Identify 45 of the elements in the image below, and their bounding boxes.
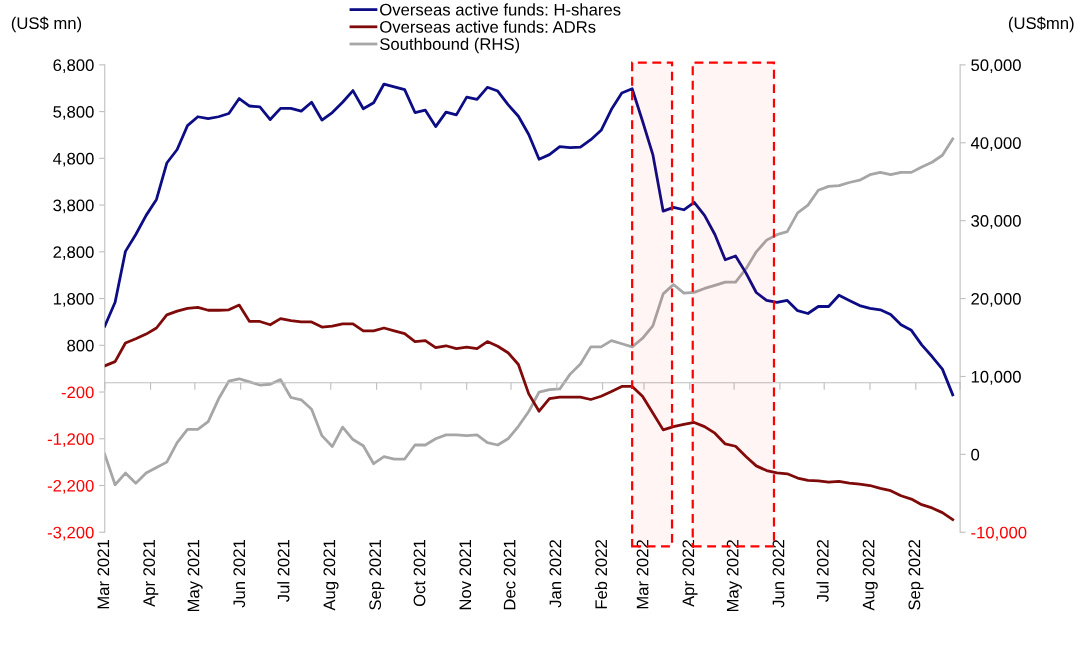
x-tick-label: Mar 2022 — [636, 540, 649, 609]
y2-tick-label: 50,000 — [971, 59, 1021, 74]
y-tick-label: -200 — [61, 386, 94, 399]
y2-tick-label: 40,000 — [970, 137, 1021, 151]
y-tick-label: -2,200 — [47, 479, 94, 494]
y-axis-title: (US$ mn) — [11, 16, 82, 33]
y2-tick-label: 30,000 — [971, 215, 1021, 229]
y-tick-label: 4,800 — [53, 152, 94, 167]
y2-tick-label: 10,000 — [971, 370, 1021, 385]
line-series — [104, 137, 955, 487]
x-tick-label: Mar 2021 — [97, 540, 110, 609]
y-tick-label: 2,800 — [53, 246, 94, 260]
x-tick-label: Jan 2022 — [549, 540, 562, 608]
y-tick-label: 800 — [67, 339, 94, 352]
x-tick-label: Sep 2021 — [369, 540, 385, 610]
y2-tick-label: -10,000 — [971, 526, 1027, 541]
line-series — [104, 82, 955, 397]
y-tick-label: 5,800 — [53, 106, 94, 120]
y-tick-label: -3,200 — [47, 526, 94, 541]
legend-label: Overseas active funds: ADRs — [380, 20, 596, 33]
y2-tick-label: 20,000 — [971, 292, 1021, 307]
x-tick-label: Jul 2022 — [816, 540, 829, 603]
x-tick-label: Aug 2022 — [862, 540, 878, 611]
y-tick-label: -1,200 — [47, 433, 94, 447]
x-tick-label: Aug 2021 — [323, 540, 339, 611]
y-tick-label: 3,800 — [53, 199, 94, 214]
x-tick-label: Apr 2021 — [143, 540, 159, 607]
x-tick-label: Dec 2021 — [503, 540, 516, 610]
x-tick-label: May 2022 — [726, 540, 742, 612]
x-tick-label: Jun 2021 — [233, 540, 246, 608]
x-tick-label: Nov 2021 — [459, 540, 472, 610]
x-tick-label: Oct 2021 — [413, 540, 426, 607]
line-series — [104, 303, 955, 522]
y2-axis-title: (US$mn) — [1008, 16, 1074, 33]
y-tick-label: 6,800 — [53, 59, 94, 74]
x-tick-label: Apr 2022 — [682, 540, 698, 607]
x-tick-label: Feb 2022 — [594, 540, 608, 609]
legend-label: Overseas active funds: H-shares — [380, 3, 621, 16]
x-tick-label: Jul 2021 — [277, 540, 290, 603]
x-tick-label: Sep 2022 — [908, 540, 924, 610]
x-tick-label: May 2021 — [187, 540, 203, 612]
x-tick-label: Jun 2022 — [772, 540, 785, 608]
y2-tick-label: 0 — [971, 448, 980, 461]
legend-label: Southbound (RHS) — [380, 37, 520, 54]
y-tick-label: 1,800 — [53, 292, 94, 307]
